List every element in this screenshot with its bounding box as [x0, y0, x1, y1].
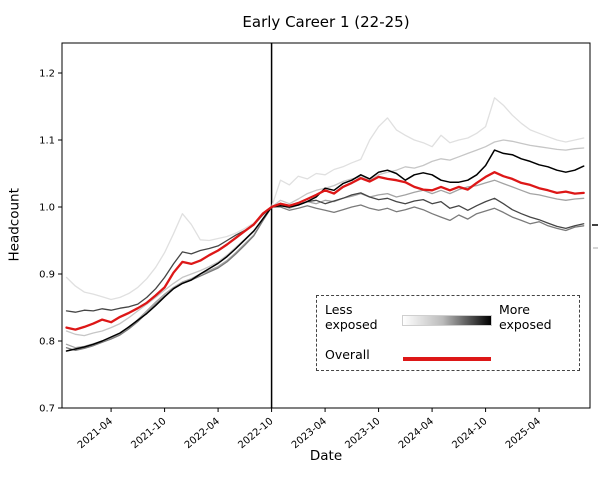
series-line-exposure-q4	[65, 204, 585, 352]
y-tick-label: 1.2	[39, 69, 55, 80]
x-tick-label: 2024-10	[450, 416, 489, 451]
legend-overall-line-swatch	[403, 357, 491, 361]
series-line-exposure-q6-most-exposed	[65, 149, 585, 352]
x-tick-label: 2021-04	[76, 416, 115, 451]
x-tick-label: 2025-04	[504, 416, 543, 451]
x-tick-label: 2021-10	[129, 416, 168, 451]
series-line-exposure-q5	[65, 192, 585, 313]
legend-overall-label: Overall	[325, 347, 370, 362]
chart-title: Early Career 1 (22-25)	[242, 13, 410, 31]
y-tick-label: 1.1	[39, 136, 55, 147]
x-tick-label: 2023-04	[290, 416, 329, 451]
series-line-exposure-q3	[65, 179, 585, 349]
x-tick-label: 2022-04	[183, 416, 222, 451]
y-tick-label: 0.9	[39, 270, 55, 281]
legend-less-exposed-label: Less exposed	[325, 302, 378, 332]
x-tick-label: 2022-10	[236, 416, 275, 451]
y-tick-label: 0.7	[39, 404, 55, 415]
x-axis-label: Date	[309, 448, 343, 464]
legend-exposure-gradient-bar	[402, 315, 492, 326]
y-tick-label: 0.8	[39, 337, 55, 348]
plot-border	[61, 42, 591, 409]
legend-box: Less exposed More exposed Overall	[316, 295, 580, 371]
x-tick-label: 2024-04	[397, 416, 436, 451]
series-line-Overall	[65, 171, 585, 331]
x-tick-label: 2023-10	[343, 416, 382, 451]
legend-more-exposed-label: More exposed	[499, 302, 552, 332]
series-line-exposure-q1-least-exposed	[65, 97, 585, 301]
y-tick-label: 1.0	[39, 203, 55, 214]
